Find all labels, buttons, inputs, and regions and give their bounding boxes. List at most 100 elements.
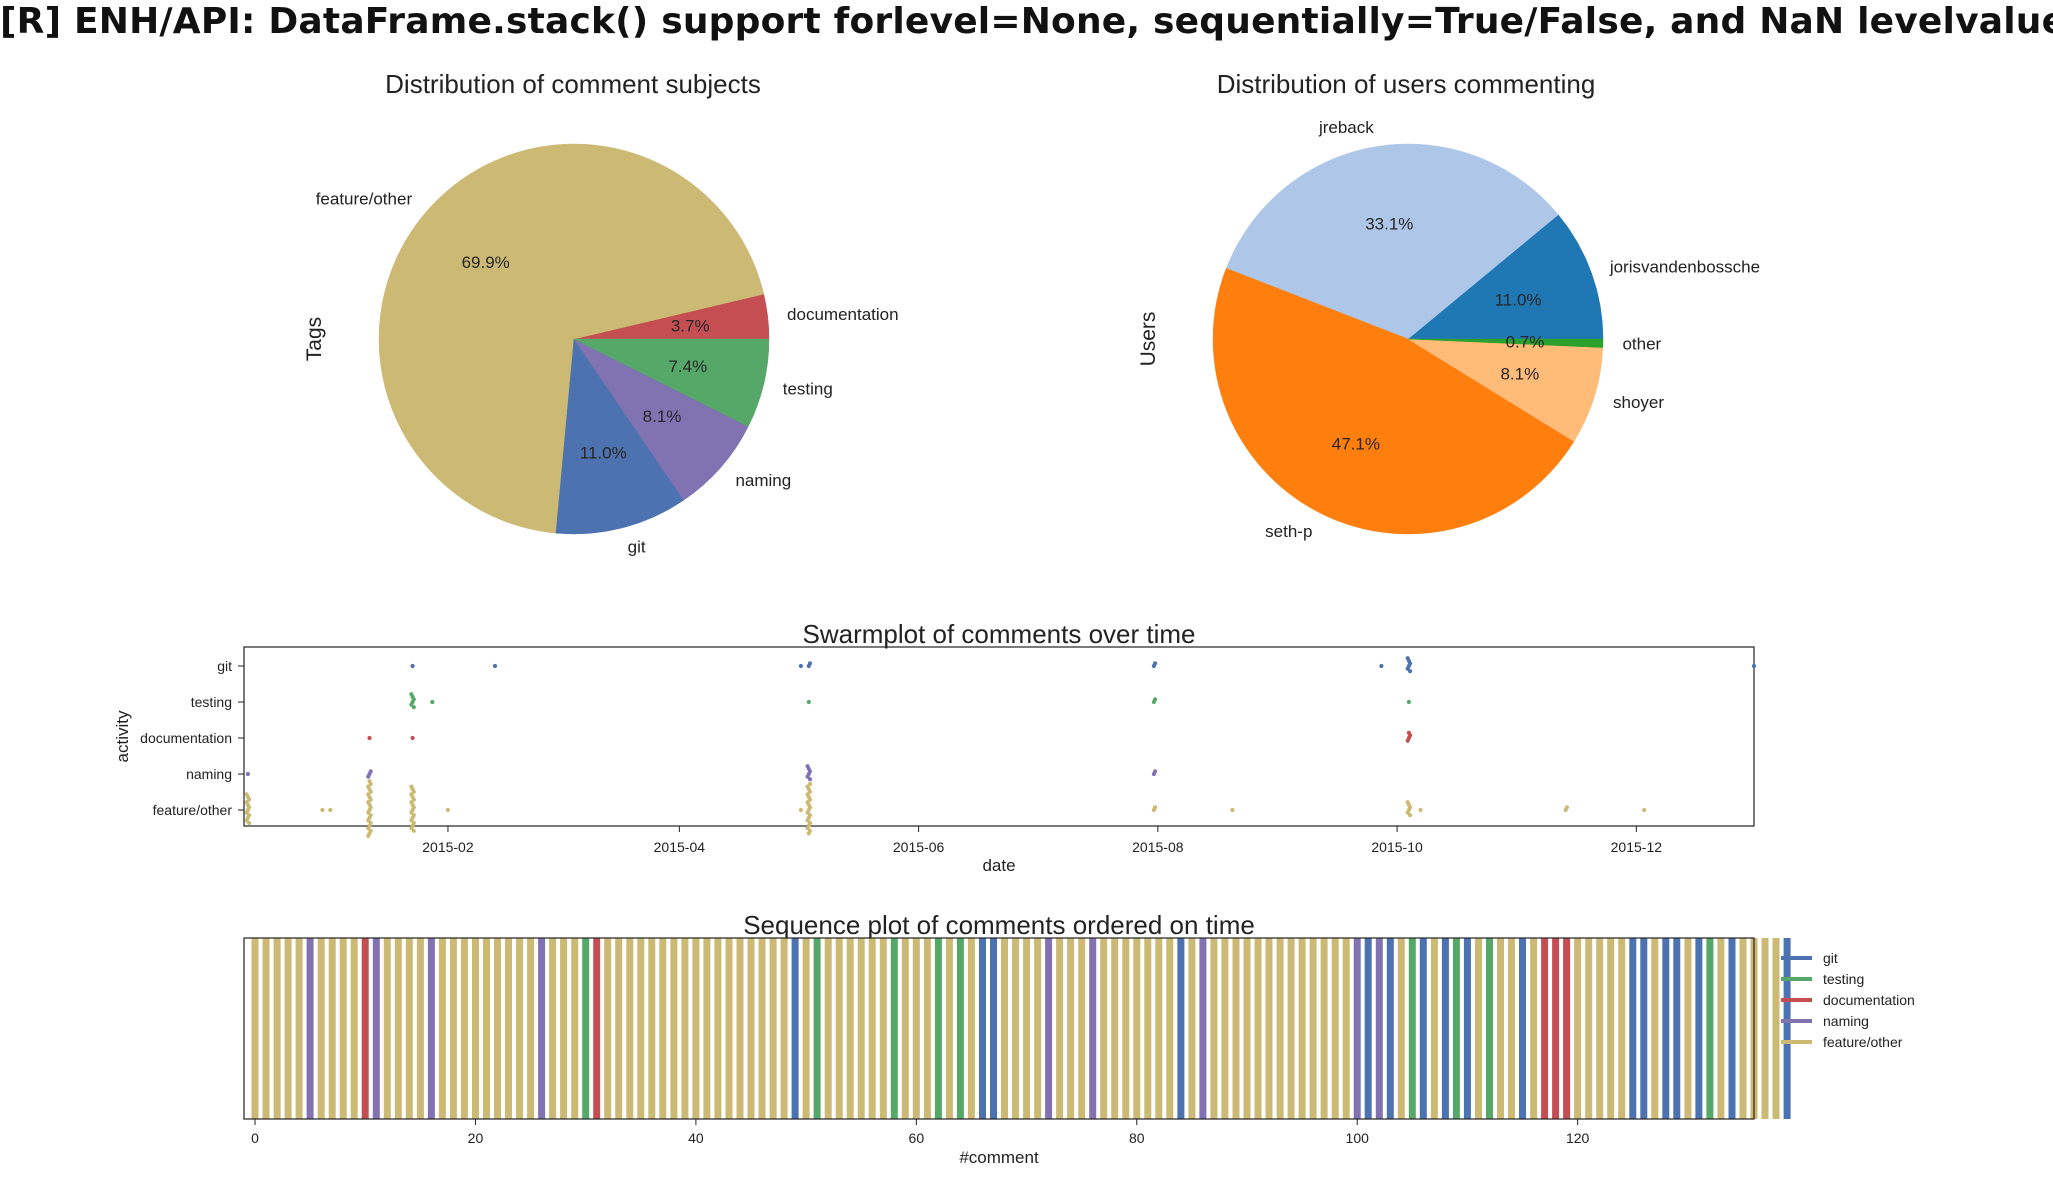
slice-percent-git: 11.0% [580,443,627,462]
x-tick-label: 2015-12 [1611,839,1663,855]
y-tick-label-git: git [217,658,232,674]
swarm-point-naming [1153,769,1158,774]
legend-label-testing: testing [1823,971,1864,987]
swarm-point-naming [368,769,373,774]
pie-slice-naming [573,338,749,501]
swarm-point-naming [807,777,813,782]
swarm-point-feature-other [1408,813,1413,818]
swarm-point-git [1408,669,1413,674]
swarm-point-feature-other [320,807,325,813]
swarm-point-git [807,661,813,666]
swarm-point-feature-other [244,792,249,797]
y-axis-label: Tags [303,317,326,361]
swarmplot-chart: Swarmplot of comments over time git testin… [113,619,1757,875]
swarm-point-naming [805,764,810,769]
x-tick-label: 80 [1129,1130,1145,1146]
x-tick-label: 20 [468,1130,484,1146]
y-tick-label-testing: testing [191,694,232,710]
swarm-point-feature-other [445,807,450,813]
legend-label-git: git [1823,950,1838,966]
swarm-point-testing [1406,699,1411,705]
x-tick-label: 40 [688,1130,704,1146]
swarm-point-feature-other [366,833,371,839]
swarm-point-feature-other [328,807,333,813]
slice-label-documentation: documentation [787,305,899,324]
legend-label-feature-other: feature/other [1823,1034,1903,1050]
slice-percent-other: 0.7% [1506,333,1545,352]
swarm-point-feature-other [807,781,813,787]
y-tick-label-documentation: documentation [140,730,232,746]
swarm-point-feature-other [1153,805,1158,810]
swarm-point-git [1379,663,1384,669]
swarm-point-feature-other [798,807,804,813]
swarm-point-git [492,663,498,669]
x-tick-label: 2015-08 [1132,839,1184,855]
slice-percent-testing: 7.4% [668,357,707,376]
slice-label-jreback: jreback [1318,118,1374,137]
pie-slice-testing [573,338,770,427]
y-tick-label-naming: naming [186,766,232,782]
swarm-point-naming [245,771,250,777]
swarm-point-feature-other [806,831,811,836]
swarm-point-git [1153,661,1158,666]
pie-slice-other [1407,338,1604,348]
swarm-point-git [1405,656,1410,661]
slice-label-shoyer: shoyer [1613,393,1664,412]
swarm-point-feature-other [1405,800,1410,805]
x-axis-label: date [982,856,1015,875]
slice-percent-shoyer: 8.1% [1500,364,1539,383]
y-axis-label: activity [113,710,132,762]
swarm-point-feature-other [409,784,414,789]
slice-label-feature-other: feature/other [316,189,413,208]
slice-percent-naming: 8.1% [643,407,682,426]
swarm-point-testing [806,699,811,705]
slice-percent-jorisvandenbossche: 11.0% [1495,290,1542,309]
swarm-point-documentation [1405,738,1410,743]
swarm-point-testing [1153,697,1158,702]
pie-slice-jreback [1225,143,1559,340]
swarm-point-testing [430,699,435,705]
x-tick-label: 2015-02 [422,839,474,855]
swarm-point-feature-other [1564,805,1569,810]
legend-label-naming: naming [1823,1013,1869,1029]
slice-label-testing: testing [783,379,833,398]
slice-label-git: git [628,538,646,557]
swarm-point-git [1751,663,1757,669]
x-tick-label: 100 [1346,1130,1370,1146]
x-axis-label: #comment [959,1148,1039,1167]
slice-label-other: other [1622,335,1661,354]
y-tick-label-feature-other: feature/other [153,802,233,818]
pie-chart-subjects: Distribution of comment subjects Tags docu… [303,69,899,557]
swarm-point-documentation [367,735,372,741]
chart-title: Distribution of comment subjects [385,69,761,99]
swarm-point-git [798,663,804,669]
swarm-point-documentation [1406,730,1411,735]
swarm-point-testing [409,692,414,697]
plot-area-frame [243,646,1755,827]
swarm-point-documentation [410,735,415,741]
swarm-point-testing [411,705,416,710]
slice-percent-documentation: 3.7% [671,316,710,335]
swarm-point-feature-other [411,828,416,833]
plot-area-frame [243,937,1755,1120]
swarm-point-feature-other [1418,807,1423,813]
x-tick-label: 120 [1566,1130,1590,1146]
x-tick-label: 2015-10 [1371,839,1423,855]
swarm-point-feature-other [247,820,252,826]
pie-slice-seth-p [1212,268,1575,535]
x-tick-label: 2015-06 [893,839,945,855]
slice-percent-jreback: 33.1% [1365,214,1413,233]
chart-title: Swarmplot of comments over time [802,619,1195,649]
slice-percent-seth-p: 47.1% [1332,435,1380,454]
slice-label-seth-p: seth-p [1265,522,1312,541]
swarm-point-feature-other [1230,807,1235,813]
pie-slice-feature-other [378,143,765,534]
sequence-chart: Sequence plot of comments ordered on tim… [243,910,1915,1167]
swarm-point-git [410,663,415,669]
pie-chart-users: Distribution of users commenting Users jor… [1137,69,1760,541]
x-tick-label: 0 [251,1130,259,1146]
page-title: [R] ENH/API: DataFrame.stack() support f… [0,1,2053,42]
swarm-point-feature-other [1642,807,1647,813]
x-tick-label: 60 [909,1130,925,1146]
